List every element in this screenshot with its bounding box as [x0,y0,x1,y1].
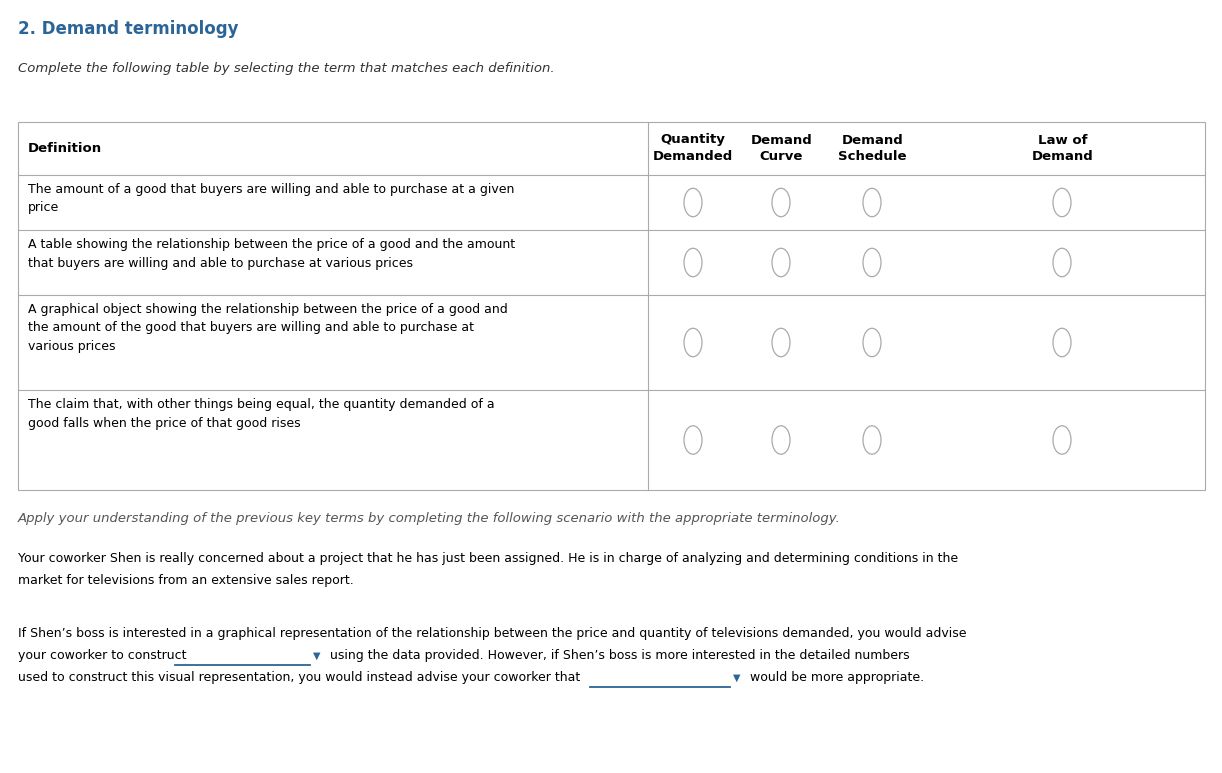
Text: If Shen’s boss is interested in a graphical representation of the relationship b: If Shen’s boss is interested in a graphi… [18,627,967,640]
Ellipse shape [863,248,881,277]
Ellipse shape [684,189,701,216]
Text: your coworker to construct: your coworker to construct [18,649,191,662]
Text: ▼: ▼ [733,673,741,683]
Text: ▼: ▼ [313,651,320,661]
Ellipse shape [684,248,701,277]
Text: The claim that, with other things being equal, the quantity demanded of a
good f: The claim that, with other things being … [28,398,495,430]
Text: used to construct this visual representation, you would instead advise your cowo: used to construct this visual representa… [18,671,584,684]
Text: The amount of a good that buyers are willing and able to purchase at a given
pri: The amount of a good that buyers are wil… [28,183,514,214]
Ellipse shape [684,426,701,455]
Ellipse shape [863,189,881,216]
Ellipse shape [863,329,881,356]
Text: Your coworker Shen is really concerned about a project that he has just been ass: Your coworker Shen is really concerned a… [18,552,958,565]
Ellipse shape [1053,329,1070,356]
Ellipse shape [772,426,789,455]
Text: using the data provided. However, if Shen’s boss is more interested in the detai: using the data provided. However, if She… [326,649,909,662]
Ellipse shape [772,329,789,356]
Ellipse shape [1053,248,1070,277]
Text: A graphical object showing the relationship between the price of a good and
the : A graphical object showing the relations… [28,303,508,353]
Text: 2. Demand terminology: 2. Demand terminology [18,20,238,38]
Bar [18,122,1205,490]
Text: would be more appropriate.: would be more appropriate. [745,671,924,684]
Text: Demand
Curve: Demand Curve [750,134,813,164]
Text: Complete the following table by selecting the term that matches each definition.: Complete the following table by selectin… [18,62,555,75]
Ellipse shape [772,248,789,277]
Text: Demand
Schedule: Demand Schedule [838,134,907,164]
Text: A table showing the relationship between the price of a good and the amount
that: A table showing the relationship between… [28,238,516,270]
Ellipse shape [1053,426,1070,455]
Ellipse shape [1053,189,1070,216]
Text: Definition: Definition [28,142,103,155]
Text: Quantity
Demanded: Quantity Demanded [653,134,733,164]
Ellipse shape [684,329,701,356]
Ellipse shape [863,426,881,455]
Text: Law of
Demand: Law of Demand [1031,134,1094,164]
Text: Apply your understanding of the previous key terms by completing the following s: Apply your understanding of the previous… [18,512,841,525]
Text: market for televisions from an extensive sales report.: market for televisions from an extensive… [18,574,353,587]
Ellipse shape [772,189,789,216]
